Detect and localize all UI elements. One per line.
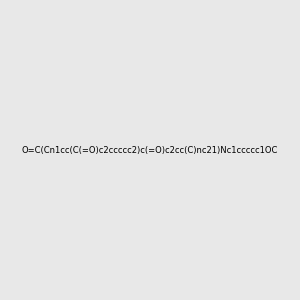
Text: O=C(Cn1cc(C(=O)c2ccccc2)c(=O)c2cc(C)nc21)Nc1ccccc1OC: O=C(Cn1cc(C(=O)c2ccccc2)c(=O)c2cc(C)nc21… xyxy=(22,146,278,154)
